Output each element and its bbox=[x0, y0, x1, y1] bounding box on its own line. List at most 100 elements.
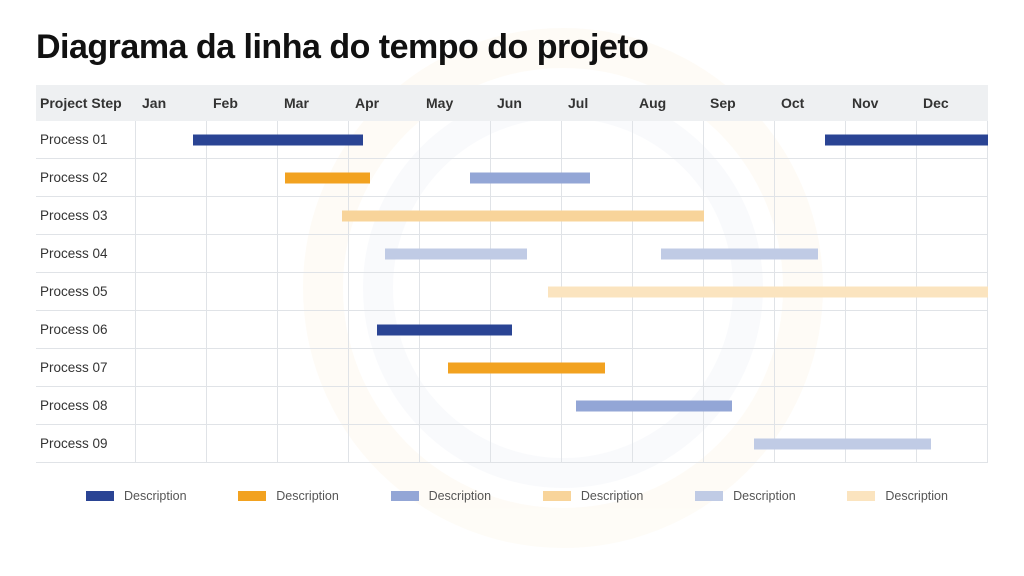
gantt-cell bbox=[633, 425, 704, 462]
legend-swatch bbox=[391, 491, 419, 501]
gantt-row-label: Process 07 bbox=[36, 349, 136, 386]
gantt-row-label: Process 08 bbox=[36, 387, 136, 424]
legend-item: Description bbox=[695, 489, 796, 503]
gantt-row-label: Process 03 bbox=[36, 197, 136, 234]
gantt-cell bbox=[633, 349, 704, 386]
gantt-cell bbox=[207, 311, 278, 348]
gantt-row: Process 04 bbox=[36, 235, 988, 273]
gantt-row: Process 06 bbox=[36, 311, 988, 349]
gantt-row-label: Process 06 bbox=[36, 311, 136, 348]
gantt-cell bbox=[420, 121, 491, 158]
gantt-row: Process 03 bbox=[36, 197, 988, 235]
gantt-bar bbox=[385, 248, 527, 259]
gantt-cell bbox=[278, 425, 349, 462]
gantt-cell bbox=[491, 121, 562, 158]
gantt-cell bbox=[491, 425, 562, 462]
gantt-cell bbox=[917, 387, 988, 424]
gantt-cell bbox=[278, 349, 349, 386]
gantt-col-header-month: Apr bbox=[349, 85, 420, 121]
gantt-cell bbox=[917, 197, 988, 234]
gantt-cell bbox=[846, 159, 917, 196]
gantt-cell bbox=[562, 425, 633, 462]
gantt-row-label: Process 09 bbox=[36, 425, 136, 462]
gantt-row: Process 02 bbox=[36, 159, 988, 197]
gantt-cell bbox=[136, 197, 207, 234]
gantt-cell bbox=[349, 349, 420, 386]
gantt-cell bbox=[917, 349, 988, 386]
gantt-cell bbox=[136, 425, 207, 462]
gantt-cell bbox=[633, 121, 704, 158]
gantt-cell bbox=[136, 235, 207, 272]
gantt-col-header-month: Oct bbox=[775, 85, 846, 121]
gantt-col-header-month: May bbox=[420, 85, 491, 121]
gantt-cell bbox=[349, 387, 420, 424]
legend-swatch bbox=[238, 491, 266, 501]
gantt-col-header-month: Feb bbox=[207, 85, 278, 121]
gantt-cell bbox=[420, 425, 491, 462]
gantt-cell bbox=[349, 425, 420, 462]
gantt-body: Process 01Process 02Process 03Process 04… bbox=[36, 121, 988, 463]
legend-label: Description bbox=[885, 489, 948, 503]
gantt-row: Process 09 bbox=[36, 425, 988, 463]
gantt-row-label: Process 04 bbox=[36, 235, 136, 272]
gantt-col-header-month: Aug bbox=[633, 85, 704, 121]
gantt-col-header-month: Mar bbox=[278, 85, 349, 121]
page: Diagrama da linha do tempo do projeto Pr… bbox=[0, 0, 1024, 523]
gantt-cell bbox=[846, 197, 917, 234]
gantt-row-label: Process 01 bbox=[36, 121, 136, 158]
gantt-cell bbox=[704, 121, 775, 158]
gantt-cell bbox=[278, 273, 349, 310]
gantt-bar bbox=[548, 286, 988, 297]
gantt-cell bbox=[917, 159, 988, 196]
gantt-cell bbox=[349, 273, 420, 310]
gantt-bar bbox=[470, 172, 591, 183]
gantt-col-header-month: Nov bbox=[846, 85, 917, 121]
gantt-cell bbox=[278, 311, 349, 348]
gantt-cell bbox=[136, 311, 207, 348]
gantt-cell bbox=[562, 311, 633, 348]
gantt-cell bbox=[207, 197, 278, 234]
gantt-cell bbox=[775, 159, 846, 196]
legend-swatch bbox=[86, 491, 114, 501]
gantt-cell bbox=[704, 311, 775, 348]
gantt-cell bbox=[278, 387, 349, 424]
gantt-cell bbox=[917, 311, 988, 348]
gantt-bar bbox=[661, 248, 817, 259]
legend-item: Description bbox=[86, 489, 187, 503]
legend-label: Description bbox=[124, 489, 187, 503]
gantt-bar bbox=[825, 134, 988, 145]
gantt-cell bbox=[846, 387, 917, 424]
gantt-cell bbox=[136, 349, 207, 386]
gantt-row: Process 01 bbox=[36, 121, 988, 159]
gantt-chart: Project StepJanFebMarAprMayJunJulAugSepO… bbox=[36, 85, 988, 463]
gantt-row: Process 07 bbox=[36, 349, 988, 387]
gantt-bar bbox=[342, 210, 704, 221]
gantt-cell bbox=[278, 197, 349, 234]
gantt-cell bbox=[633, 311, 704, 348]
gantt-cell bbox=[633, 159, 704, 196]
legend-item: Description bbox=[238, 489, 339, 503]
gantt-cell bbox=[846, 235, 917, 272]
gantt-header: Project StepJanFebMarAprMayJunJulAugSepO… bbox=[36, 85, 988, 121]
gantt-cell bbox=[775, 349, 846, 386]
gantt-cell bbox=[420, 273, 491, 310]
legend-item: Description bbox=[543, 489, 644, 503]
gantt-cell bbox=[704, 197, 775, 234]
gantt-cell bbox=[846, 349, 917, 386]
gantt-cell bbox=[562, 121, 633, 158]
gantt-cell bbox=[775, 197, 846, 234]
gantt-col-header-month: Jun bbox=[491, 85, 562, 121]
gantt-col-header-month: Sep bbox=[704, 85, 775, 121]
gantt-row-label: Process 02 bbox=[36, 159, 136, 196]
page-title: Diagrama da linha do tempo do projeto bbox=[36, 28, 988, 67]
gantt-bar bbox=[193, 134, 363, 145]
legend-label: Description bbox=[581, 489, 644, 503]
gantt-cell bbox=[207, 349, 278, 386]
legend-label: Description bbox=[429, 489, 492, 503]
gantt-cell bbox=[491, 387, 562, 424]
gantt-row: Process 05 bbox=[36, 273, 988, 311]
legend-swatch bbox=[543, 491, 571, 501]
gantt-cell bbox=[775, 387, 846, 424]
gantt-bar bbox=[448, 362, 604, 373]
gantt-bar bbox=[285, 172, 370, 183]
